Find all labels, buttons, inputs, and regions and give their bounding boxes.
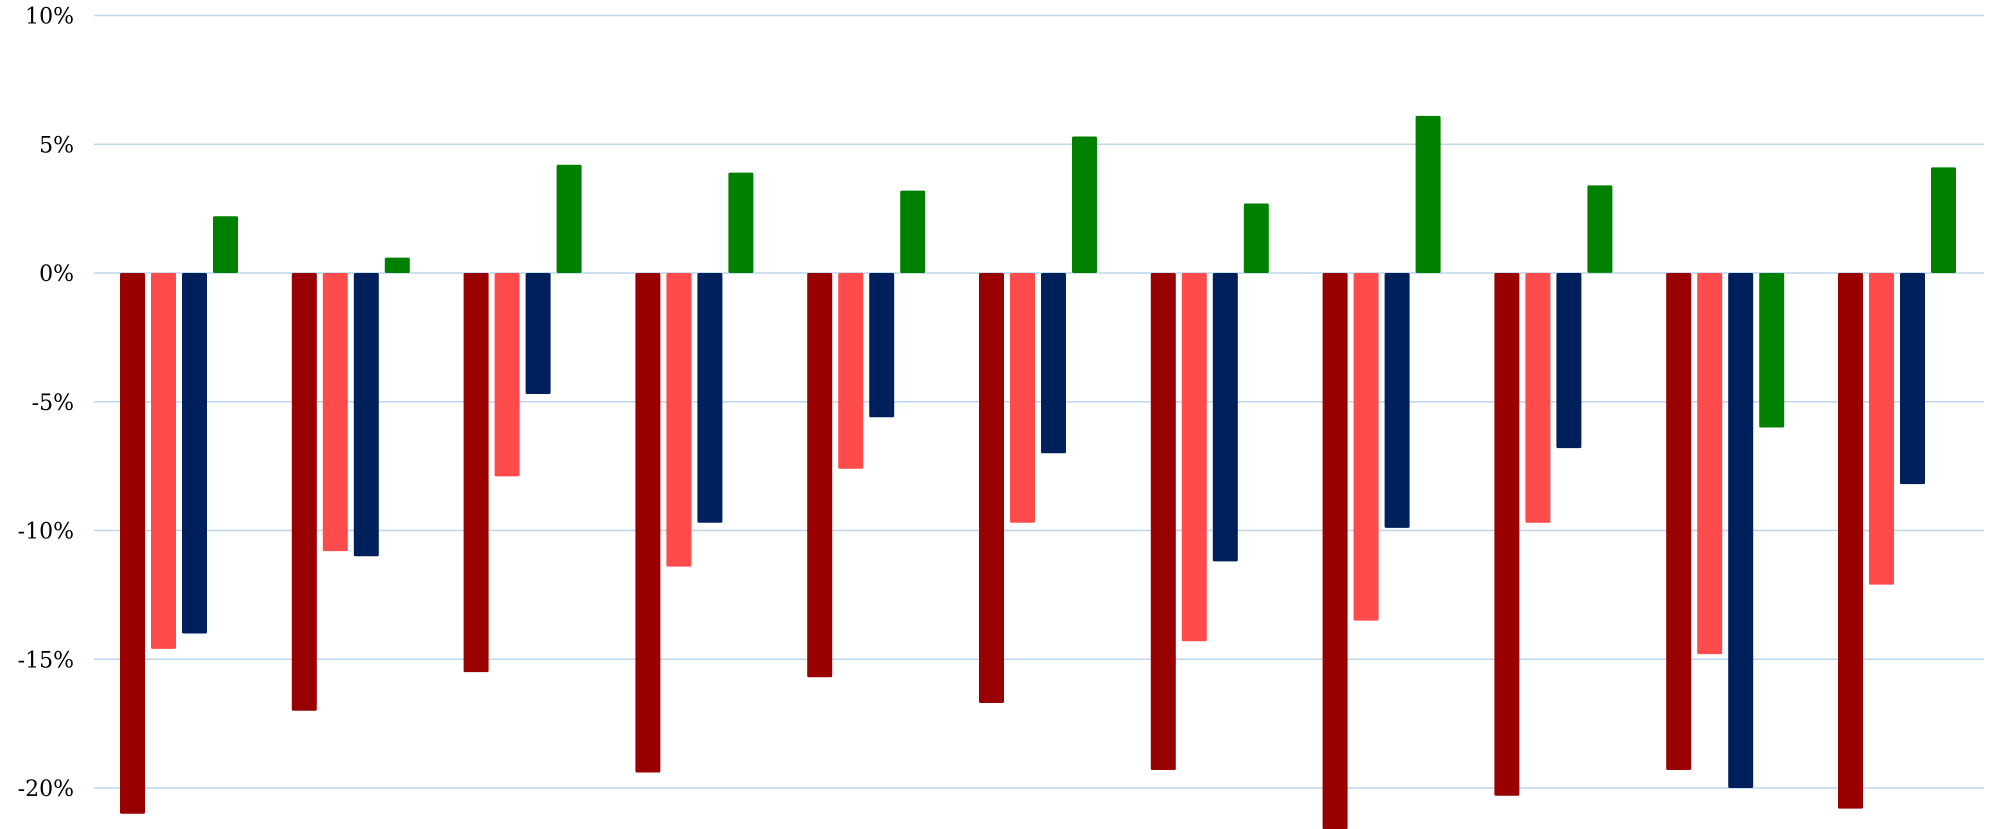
y-tick-label: 10% <box>25 5 74 30</box>
bar <box>1759 273 1785 428</box>
bar <box>1322 273 1348 829</box>
bar <box>1666 273 1692 770</box>
bar <box>384 257 410 273</box>
bar <box>1150 273 1176 770</box>
bar <box>1697 273 1723 655</box>
bar <box>807 273 833 678</box>
bar <box>353 273 379 557</box>
bar <box>1072 136 1097 273</box>
bar <box>1587 185 1613 273</box>
bar <box>1900 273 1925 485</box>
bars <box>120 115 1956 829</box>
bar <box>120 273 145 814</box>
bar <box>151 273 176 649</box>
y-tick-label: -15% <box>18 648 74 673</box>
bar <box>869 273 895 418</box>
bar <box>838 273 864 469</box>
y-tick-label: 5% <box>39 133 74 158</box>
bar <box>291 273 317 711</box>
bar <box>1384 273 1410 528</box>
bar <box>1415 115 1441 274</box>
bar <box>213 216 238 273</box>
y-tick-label: -10% <box>18 520 74 545</box>
gridlines <box>94 14 1984 789</box>
bar <box>322 273 348 552</box>
y-tick-label: 0% <box>39 262 74 287</box>
bar <box>1931 167 1956 273</box>
bar <box>556 164 582 273</box>
bar <box>1494 273 1520 796</box>
bar <box>494 273 520 477</box>
bar <box>635 273 661 773</box>
bar <box>1728 273 1754 788</box>
bar <box>1243 203 1269 273</box>
bar <box>1212 273 1238 562</box>
bar <box>463 273 489 673</box>
bar <box>525 273 551 394</box>
bar <box>1556 273 1582 449</box>
bar <box>1181 273 1207 642</box>
bar <box>1010 273 1035 523</box>
bar <box>728 172 754 273</box>
y-tick-label: -20% <box>18 777 74 802</box>
bar <box>1838 273 1863 809</box>
bar <box>1041 273 1066 454</box>
bar <box>182 273 207 634</box>
bar <box>1353 273 1379 621</box>
bar <box>1525 273 1551 523</box>
bar <box>666 273 692 567</box>
y-tick-label: -5% <box>32 391 74 416</box>
bar <box>1869 273 1894 585</box>
bar <box>900 190 926 273</box>
y-axis-tick-labels: 10% 5% 0% -5% -10% -15% -20% <box>18 5 74 803</box>
bar <box>697 273 723 523</box>
bar <box>979 273 1004 703</box>
